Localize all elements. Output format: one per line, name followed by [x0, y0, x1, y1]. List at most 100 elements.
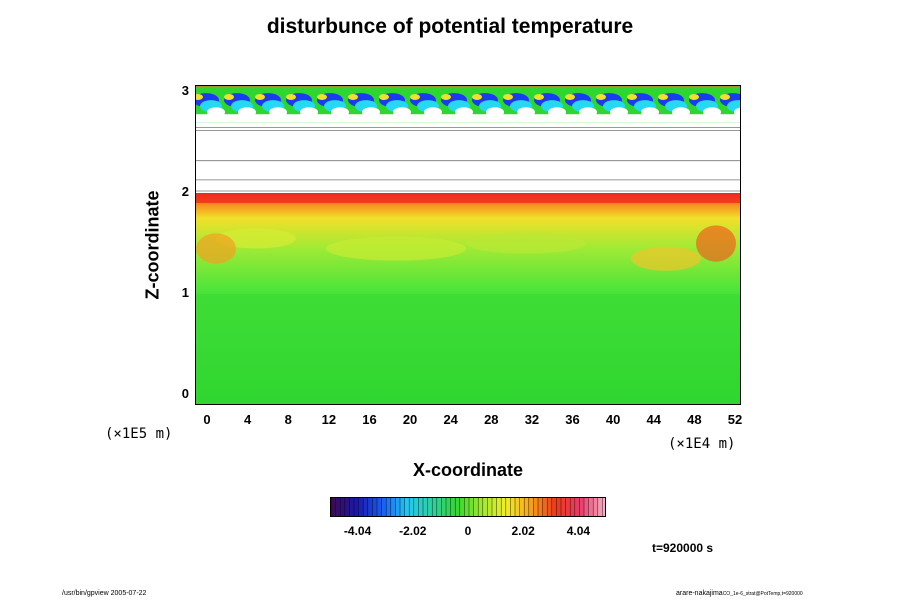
colorbar-tick-label: 4.04	[566, 524, 591, 538]
footer-left: /usr/bin/gpview 2005-07-22	[62, 590, 147, 597]
y-axis-label: Z-coordinate	[142, 190, 163, 300]
colorbar-cell	[551, 498, 557, 516]
vortex-white	[424, 107, 442, 118]
colorbar-cell	[390, 498, 396, 516]
warm-patch	[196, 233, 236, 264]
vortex-yellow	[565, 94, 575, 101]
colorbar-cell	[602, 498, 605, 516]
x-tick-label: 28	[484, 412, 499, 427]
colorbar-cell	[574, 498, 580, 516]
region-blank	[196, 122, 740, 193]
footer-right-author: arare-nakajima	[676, 590, 723, 597]
colorbar-cell	[450, 498, 456, 516]
region-top-gap	[196, 114, 740, 123]
colorbar-cell	[381, 498, 387, 516]
vortex-white	[300, 107, 318, 118]
colorbar-cell	[588, 498, 594, 516]
colorbar-tick-label: 2.02	[511, 524, 535, 538]
warm-patch	[696, 225, 736, 262]
colorbar-cell	[473, 498, 479, 516]
colorbar-cell	[358, 498, 364, 516]
colorbar-cell	[524, 498, 530, 516]
colorbar-cell	[478, 498, 484, 516]
colorbar-cell	[423, 498, 428, 516]
vortex-yellow	[286, 94, 296, 101]
colorbar-cell	[441, 498, 447, 516]
colorbar-cell	[519, 498, 525, 516]
time-label: t=920000 s	[652, 541, 714, 555]
colorbar	[330, 497, 606, 517]
vortex-yellow	[410, 94, 420, 101]
warm-patch	[326, 236, 466, 261]
vortex-white	[610, 107, 628, 118]
x-tick-label: 0	[203, 412, 211, 427]
vortex-white	[641, 107, 659, 118]
red-band	[196, 193, 740, 204]
colorbar-cell	[455, 498, 461, 516]
x-tick-label: 16	[362, 412, 377, 427]
warm-patch	[216, 228, 296, 249]
x-tick-label: 40	[605, 412, 621, 427]
colorbar-cell	[331, 498, 336, 516]
colorbar-cell	[464, 498, 470, 516]
vortex-white	[548, 107, 566, 118]
vortex-white	[579, 107, 597, 118]
colorbar-cell	[565, 498, 571, 516]
vortex-white	[734, 107, 740, 117]
vortex-white	[486, 107, 504, 118]
vortex-white	[362, 107, 380, 118]
colorbar-cell	[510, 498, 516, 516]
vortex-yellow	[196, 94, 203, 101]
x-tick-label: 32	[524, 412, 540, 427]
colorbar-cell	[344, 498, 350, 516]
vortex-yellow	[255, 94, 265, 101]
colorbar-cell	[487, 498, 493, 516]
top-edge	[196, 86, 740, 87]
colorbar-svg	[331, 498, 605, 516]
colorbar-cell	[528, 498, 534, 516]
y-tick-label: 0	[181, 386, 189, 401]
vortex-yellow	[503, 94, 513, 101]
warm-patch	[466, 233, 586, 254]
colorbar-cell	[409, 498, 415, 516]
colorbar-cell	[492, 498, 497, 516]
footer-right-file: CO_1e-6_strat@PotTemp,t=920000	[722, 591, 803, 597]
plot-area	[195, 85, 741, 405]
vortex-white	[672, 107, 690, 118]
y-tick-label: 2	[181, 184, 189, 199]
vortex-yellow	[379, 94, 389, 101]
colorbar-cell	[418, 498, 424, 516]
colorbar-cell	[597, 498, 603, 516]
colorbar-tick-label: -4.04	[343, 524, 372, 538]
vortex-yellow	[348, 94, 358, 101]
colorbar-cell	[400, 498, 405, 516]
colorbar-cell	[505, 498, 511, 516]
colorbar-cell	[556, 498, 562, 516]
y-tick-label: 3	[181, 83, 189, 98]
heatmap-svg	[196, 86, 740, 404]
vortex-yellow	[472, 94, 482, 101]
colorbar-cell	[459, 498, 465, 516]
colorbar-cell	[395, 498, 401, 516]
vortex-yellow	[224, 94, 234, 101]
x-tick-label: 52	[727, 412, 743, 427]
colorbar-tick-label: -2.02	[399, 524, 427, 538]
colorbar-cell	[533, 498, 539, 516]
vortex-white	[703, 107, 721, 118]
region-lower	[196, 294, 740, 404]
colorbar-cell	[570, 498, 576, 516]
x-tick-label: 36	[565, 412, 580, 427]
colorbar-cell	[404, 498, 410, 516]
colorbar-cell	[427, 498, 433, 516]
colorbar-cell	[340, 498, 346, 516]
colorbar-cell	[335, 498, 341, 516]
vortex-white	[517, 107, 535, 118]
colorbar-cell	[349, 498, 355, 516]
colorbar-cell	[501, 498, 507, 516]
colorbar-cell	[496, 498, 502, 516]
colorbar-tick-label: 0	[464, 524, 472, 538]
colorbar-cell	[542, 498, 548, 516]
vortex-white	[207, 107, 225, 118]
x-tick-label: 4	[243, 412, 252, 427]
colorbar-cell	[386, 498, 392, 516]
